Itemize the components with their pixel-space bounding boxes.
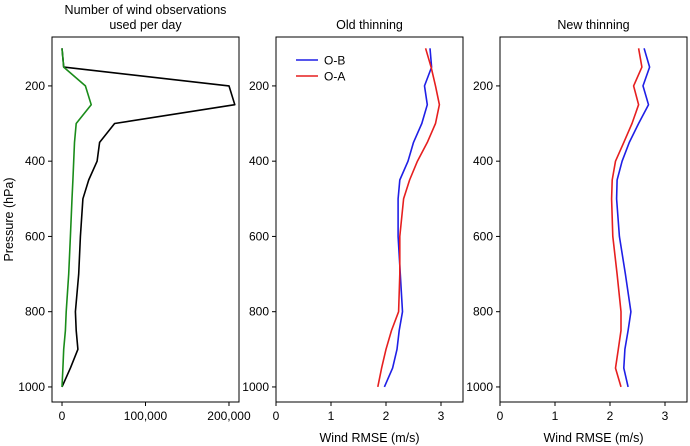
chart-title: Number of wind observations: [65, 3, 227, 17]
chart-panel-3: 200 400 600 800 1000 0 1 2 3 New thinning Wind RMS…: [466, 18, 688, 445]
chart-title: used per day: [109, 18, 182, 32]
x-tick-label: 3: [662, 409, 669, 423]
y-tick-label: 1000: [466, 380, 493, 394]
y-tick-label: 200: [473, 79, 493, 93]
x-tick-label: 2: [383, 409, 390, 423]
y-tick-label: 400: [473, 154, 493, 168]
plot-frame: [51, 36, 240, 403]
plot-frame: [499, 36, 688, 403]
x-tick-label: 0: [59, 409, 66, 423]
series-line-1: [61, 48, 236, 388]
x-axis-label: Wind RMSE (m/s): [544, 431, 644, 445]
y-tick-label: 1000: [18, 380, 45, 394]
y-tick-label: 800: [25, 305, 45, 319]
chart-panel-1: 200 400 600 800 1000 0 100,000 200,000 Number of…: [2, 3, 251, 423]
series-line-2: [61, 48, 92, 387]
legend-label: O-A: [324, 70, 345, 84]
x-tick-label: 1: [552, 409, 559, 423]
x-tick-label: 2: [607, 409, 614, 423]
chart-title: New thinning: [557, 18, 629, 32]
chart-panel-2: 200 400 600 800 1000 0 1 2 3 Old thinning Wind RMS…: [242, 18, 464, 445]
y-tick-label: 800: [249, 305, 269, 319]
y-tick-label: 600: [25, 229, 45, 243]
x-tick-label: 200,000: [207, 409, 251, 423]
y-tick-label: 600: [249, 229, 269, 243]
y-axis-label: Pressure (hPa): [2, 177, 16, 261]
x-tick-label: 100,000: [124, 409, 168, 423]
series-line-o-a: [377, 48, 441, 388]
y-tick-label: 600: [473, 229, 493, 243]
y-tick-label: 400: [25, 154, 45, 168]
y-tick-label: 1000: [242, 380, 269, 394]
series-line-o-b: [615, 48, 651, 388]
legend-label: O-B: [324, 54, 345, 68]
chart-title: Old thinning: [336, 18, 403, 32]
x-axis-label: Wind RMSE (m/s): [320, 431, 420, 445]
y-tick-label: 200: [249, 79, 269, 93]
y-tick-label: 800: [473, 305, 493, 319]
legend: O-B O-A: [296, 54, 345, 84]
x-tick-label: 1: [328, 409, 335, 423]
x-tick-label: 0: [273, 409, 280, 423]
series-line-o-a: [610, 48, 643, 388]
x-tick-label: 3: [438, 409, 445, 423]
y-tick-label: 200: [25, 79, 45, 93]
y-tick-label: 400: [249, 154, 269, 168]
series-line-o-b: [383, 48, 433, 388]
plot-frame: [275, 36, 464, 403]
x-tick-label: 0: [497, 409, 504, 423]
